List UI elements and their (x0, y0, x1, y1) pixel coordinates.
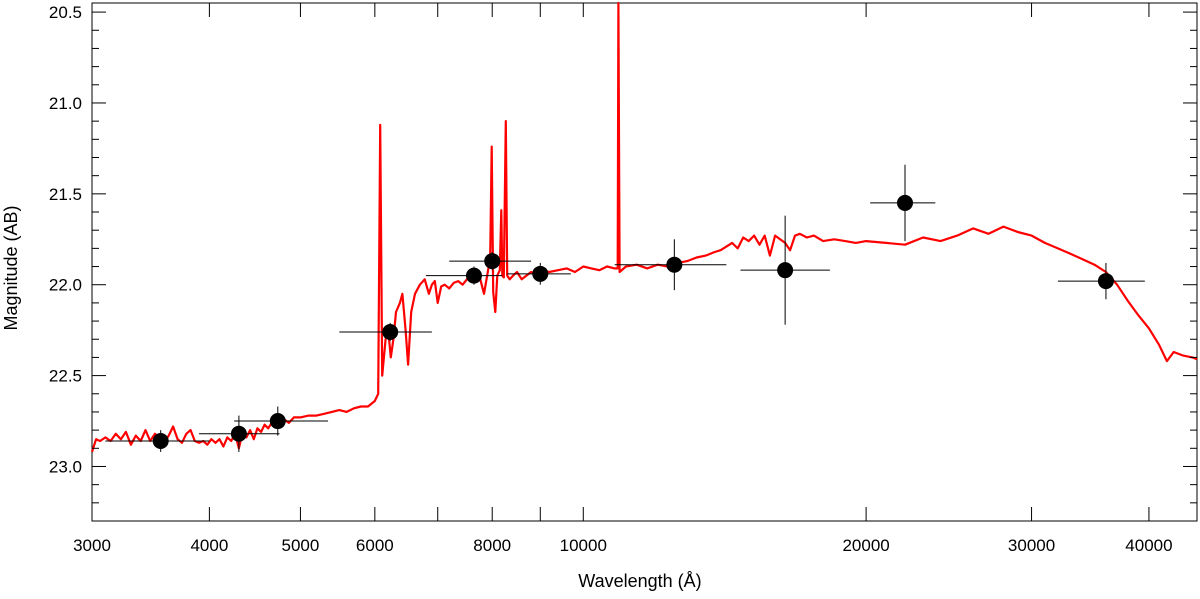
x-tick-label: 20000 (842, 536, 889, 555)
data-point-marker (896, 194, 913, 211)
photometry-point (614, 239, 727, 291)
y-tick-label: 23.0 (49, 457, 82, 476)
x-tick-label: 5000 (282, 536, 320, 555)
y-axis: 20.5 21.0 21.5 22.0 22.5 23.0 (49, 3, 1197, 522)
photometry-point (449, 252, 532, 271)
x-axis-label: Wavelength (Å) (578, 571, 701, 591)
x-tick-label: 30000 (1008, 536, 1055, 555)
y-tick-label: 22.5 (49, 367, 82, 386)
data-point-marker (532, 265, 549, 282)
photometry-point (507, 262, 571, 285)
photometry-point (1057, 262, 1145, 300)
y-tick-label: 22.0 (49, 276, 82, 295)
data-point-marker (666, 256, 683, 273)
data-point-marker (269, 413, 286, 430)
plot-frame (91, 2, 1198, 522)
photometry-point (234, 406, 329, 436)
y-tick-label: 20.5 (49, 3, 82, 22)
plot-border (91, 2, 1198, 522)
photometry-point (425, 266, 503, 285)
data-point-marker (465, 267, 482, 284)
data-point-marker (1097, 273, 1114, 290)
photometry-point (199, 415, 280, 452)
x-tick-label: 8000 (473, 536, 511, 555)
x-tick-label: 4000 (190, 536, 228, 555)
photometry-point (870, 164, 936, 242)
data-point-marker (382, 323, 399, 340)
y-axis-label: Magnitude (AB) (1, 205, 21, 330)
model-spectrum-line (90, 1, 1198, 453)
data-point-marker (777, 262, 794, 279)
data-point-marker (484, 253, 501, 270)
model-spectrum (90, 1, 1198, 453)
photometry-point (740, 215, 830, 325)
y-tick-label: 21.5 (49, 185, 82, 204)
data-point-marker (230, 425, 247, 442)
photometry-points (105, 164, 1145, 452)
x-axis: 3000 4000 5000 6000 8000 10000 20000 30000 40000 (73, 3, 1173, 555)
x-tick-label: 3000 (73, 536, 111, 555)
y-tick-label: 21.0 (49, 94, 82, 113)
photometry-point (105, 430, 210, 452)
x-tick-label: 10000 (560, 536, 607, 555)
data-point-marker (152, 433, 169, 450)
photometry-point (339, 322, 432, 342)
x-tick-label: 40000 (1125, 536, 1172, 555)
x-tick-label: 6000 (356, 536, 394, 555)
